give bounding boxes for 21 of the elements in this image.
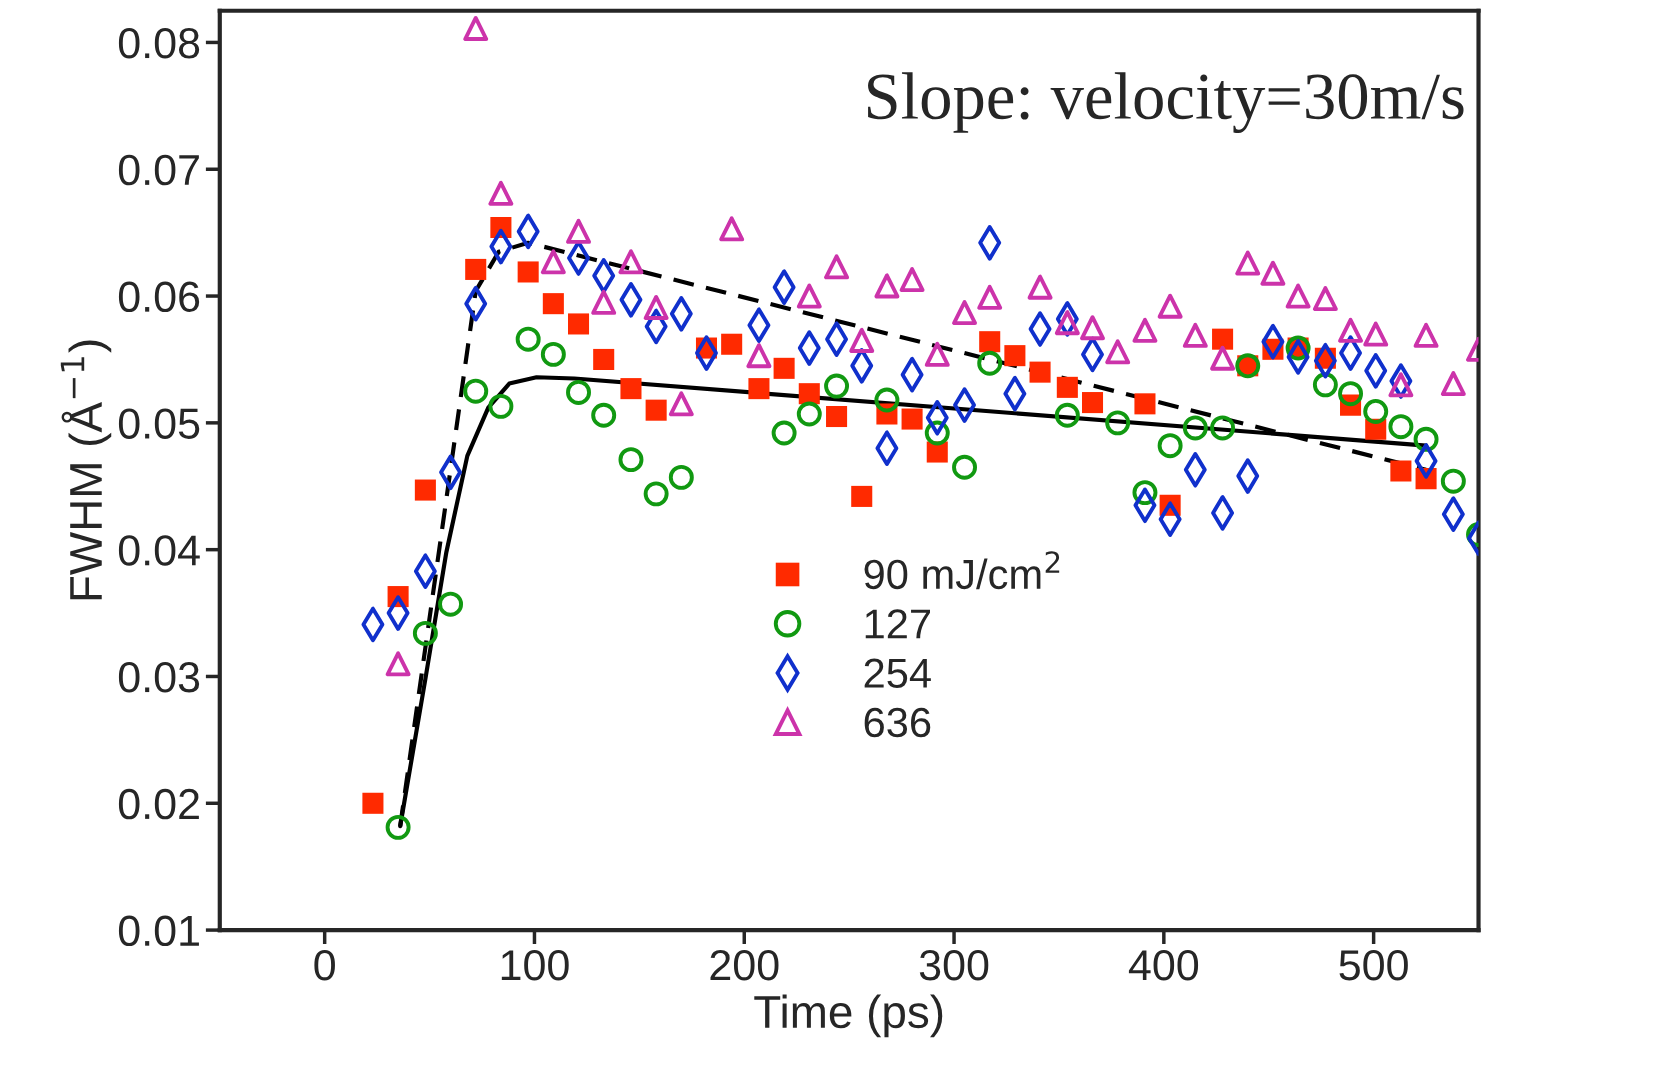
y-tick-label: 0.07 [118, 154, 199, 186]
legend-label: 254 [864, 658, 931, 688]
y-tick-label: 0.04 [118, 535, 200, 566]
x-axis-title: Time (ps) [754, 994, 943, 1038]
y-tick-label: 0.02 [118, 788, 199, 820]
y-tick-label: 0.01 [118, 915, 199, 947]
y-axis-title: FWHM (Å$^{−1}$) [60, 340, 112, 600]
legend-label: 127 [865, 609, 930, 639]
y-tick-label: 0.06 [118, 281, 200, 313]
x-tick-label: 300 [919, 949, 989, 981]
annotation: Slope: velocity=30m/s [868, 72, 1464, 133]
x-tick-label: 200 [710, 949, 779, 981]
y-tick-label: 0.05 [118, 408, 200, 439]
x-tick-label: 400 [1128, 949, 1199, 981]
x-tick-label: 0 [314, 949, 335, 981]
y-tick-label: 0.03 [118, 662, 200, 693]
x-tick-label: 100 [501, 949, 569, 981]
y-tick-label: 0.08 [118, 27, 200, 59]
x-tick-label: 500 [1339, 949, 1408, 981]
legend-label: 636 [864, 707, 931, 738]
legend-label: 90 mJ/cm$^{2}$ [864, 551, 1060, 590]
